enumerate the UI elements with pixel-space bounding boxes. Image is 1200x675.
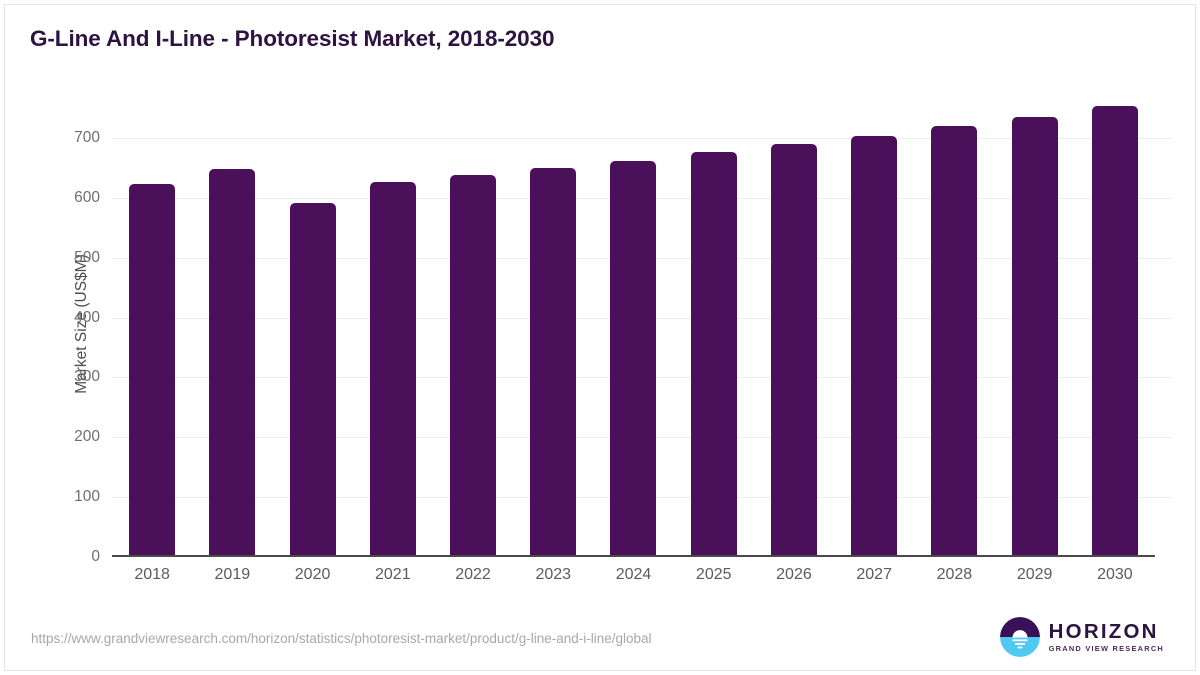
x-axis-tick-label: 2018	[134, 566, 170, 583]
bar-slot	[192, 90, 272, 557]
bar-slot	[433, 90, 513, 557]
page-title: G-Line And I-Line - Photoresist Market, …	[30, 26, 555, 51]
bar-slot	[995, 90, 1075, 557]
bar-2026[interactable]	[770, 143, 817, 557]
y-axis-tick-label: 400	[74, 308, 100, 326]
bar-2027[interactable]	[851, 136, 898, 557]
x-axis-tick-label: 2028	[936, 566, 973, 583]
bar-slot	[834, 90, 914, 557]
bar-2024[interactable]	[610, 160, 657, 557]
y-axis-tick-label: 500	[74, 248, 100, 266]
bar-2028[interactable]	[931, 125, 978, 557]
x-axis-tick-label: 2019	[214, 566, 251, 583]
source-url[interactable]: https://www.grandviewresearch.com/horizo…	[31, 631, 652, 646]
bar-slot	[353, 90, 433, 557]
logo-tagline: GRAND VIEW RESEARCH	[1048, 644, 1164, 654]
y-axis-tick-label: 100	[74, 488, 100, 506]
gridline	[112, 137, 1172, 139]
bar-2030[interactable]	[1091, 106, 1138, 557]
x-axis-tick-label: 2022	[455, 566, 491, 583]
x-axis-tick-label: 2025	[695, 566, 732, 583]
bar-slot	[1075, 90, 1155, 557]
bar-slot	[674, 90, 754, 557]
bar-slot	[513, 90, 593, 557]
x-axis-tick-label: 2023	[535, 566, 572, 583]
bar-slot	[754, 90, 834, 557]
x-axis-tick-label: 2021	[375, 566, 411, 583]
x-axis-tick-label: 2030	[1097, 566, 1133, 583]
bar-2020[interactable]	[289, 202, 336, 557]
y-axis-tick-label: 0	[91, 548, 100, 565]
bar-2018[interactable]	[129, 184, 176, 557]
y-axis-tick-label: 300	[74, 368, 100, 386]
x-axis-line	[112, 555, 1155, 557]
logo-wordmark: HORIZON	[1048, 619, 1159, 643]
bar-slot	[112, 90, 192, 557]
x-axis-tick-label: 2029	[1016, 566, 1053, 583]
bar-slot	[272, 90, 352, 557]
bar-2021[interactable]	[369, 182, 416, 557]
y-axis-tick-label: 200	[74, 428, 100, 446]
bar-slot	[593, 90, 673, 557]
x-axis-tick-label: 2024	[615, 566, 652, 583]
bar-series	[112, 90, 1155, 557]
bar-2029[interactable]	[1011, 116, 1058, 557]
chart-canvas	[4, 4, 1196, 671]
bar-slot	[914, 90, 994, 557]
x-axis-tick-label: 2026	[776, 566, 812, 583]
horizon-logo-text: HORIZON GRAND VIEW RESEARCH	[1048, 619, 1164, 654]
y-axis-tick-label: 700	[74, 128, 100, 146]
bar-2023[interactable]	[530, 168, 577, 557]
x-axis-tick-label: 2020	[294, 566, 331, 583]
bar-2019[interactable]	[209, 169, 256, 557]
plot-area: Market Size (US$M) 0 100 200 300 400 500 600 70…	[73, 90, 1172, 583]
y-axis-tick-label: 600	[74, 188, 100, 206]
horizon-sunrise-icon	[999, 617, 1040, 657]
horizon-logo[interactable]: HORIZON GRAND VIEW RESEARCH	[999, 617, 1164, 657]
x-axis-tick-label: 2027	[856, 566, 892, 583]
bar-2022[interactable]	[450, 175, 497, 557]
bar-2025[interactable]	[690, 152, 737, 557]
